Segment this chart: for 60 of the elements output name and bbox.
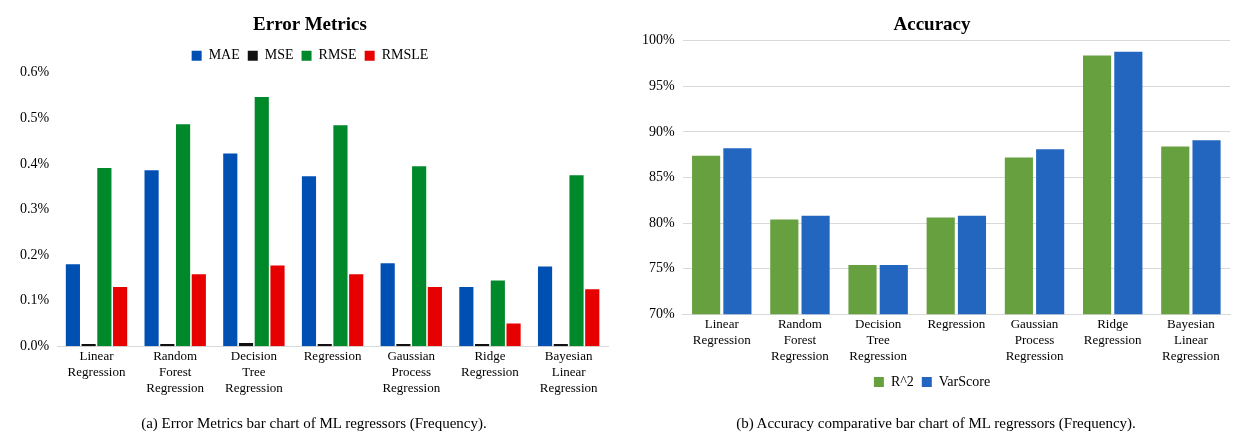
bar <box>412 166 427 347</box>
text: (b) Accuracy comparative bar chart of ML regressors (Frequency). <box>735 415 1137 432</box>
text: (a) Error Metrics bar chart of ML regressors (Frequency). <box>140 415 488 432</box>
bar <box>380 263 395 347</box>
legend-label: VarScore <box>938 373 991 389</box>
y-tick-label: 80% <box>648 214 675 230</box>
bar <box>585 289 600 347</box>
bar <box>238 343 254 347</box>
y-tick-label: 70% <box>648 305 675 321</box>
bar <box>65 264 80 347</box>
y-tick-label: 0.6% <box>19 64 50 80</box>
y-tick-label: 0.2% <box>19 246 50 262</box>
legend-label: RMSLE <box>381 47 429 63</box>
x-tick-label: Bayesian Linear Regression <box>1162 316 1221 363</box>
y-tick-label: 0.5% <box>19 110 50 126</box>
bar <box>490 280 505 347</box>
legend-label: MAE <box>208 47 240 63</box>
chart-title: Accuracy <box>893 13 971 35</box>
bar <box>427 286 442 347</box>
x-tick-label: Decision Tree Regression <box>849 316 908 363</box>
bar <box>113 286 128 347</box>
x-tick-label: Decision Tree Regression <box>225 348 284 395</box>
bar <box>333 125 348 347</box>
bar <box>301 176 317 347</box>
bar <box>144 170 159 347</box>
legend-label: MSE <box>264 47 294 63</box>
y-tick-label: 75% <box>648 260 675 276</box>
x-tick-label: Linear Regression <box>67 348 126 380</box>
bar <box>349 274 364 347</box>
x-tick-label: Random Forest Regression <box>146 348 205 395</box>
bar <box>569 175 584 347</box>
y-tick-label: 85% <box>648 169 675 185</box>
bar <box>175 124 191 347</box>
legend-label: RMSE <box>318 47 357 63</box>
x-tick-label: Linear Regression <box>692 316 752 348</box>
x-tick-label: Random Forest Regression <box>771 316 830 363</box>
bar <box>270 265 285 347</box>
bar <box>459 286 474 347</box>
legend-label: R^2 <box>890 373 914 389</box>
x-tick-label: Regression <box>927 316 986 332</box>
bar <box>506 323 521 347</box>
y-tick-label: 100% <box>641 32 675 48</box>
x-tick-label: Gaussian Process Regression <box>1005 316 1064 363</box>
x-tick-label: Regression <box>303 348 362 364</box>
x-tick-label: Ridge Regression <box>461 348 520 380</box>
y-tick-label: 0.1% <box>19 292 50 308</box>
y-tick-label: 0.0% <box>19 337 50 353</box>
y-tick-label: 0.3% <box>19 201 50 217</box>
y-tick-label: 0.4% <box>19 155 50 171</box>
bar <box>254 96 269 347</box>
y-tick-label: 95% <box>648 78 675 94</box>
y-tick-label: 90% <box>648 123 675 139</box>
x-tick-label: Gaussian Process Regression <box>382 348 441 395</box>
chart-title: Error Metrics <box>253 13 367 35</box>
bar <box>191 274 206 347</box>
bar <box>537 266 553 347</box>
x-tick-label: Bayesian Linear Regression <box>539 348 599 395</box>
bar <box>223 153 238 347</box>
x-tick-label: Ridge Regression <box>1083 316 1143 348</box>
bar <box>97 168 112 347</box>
